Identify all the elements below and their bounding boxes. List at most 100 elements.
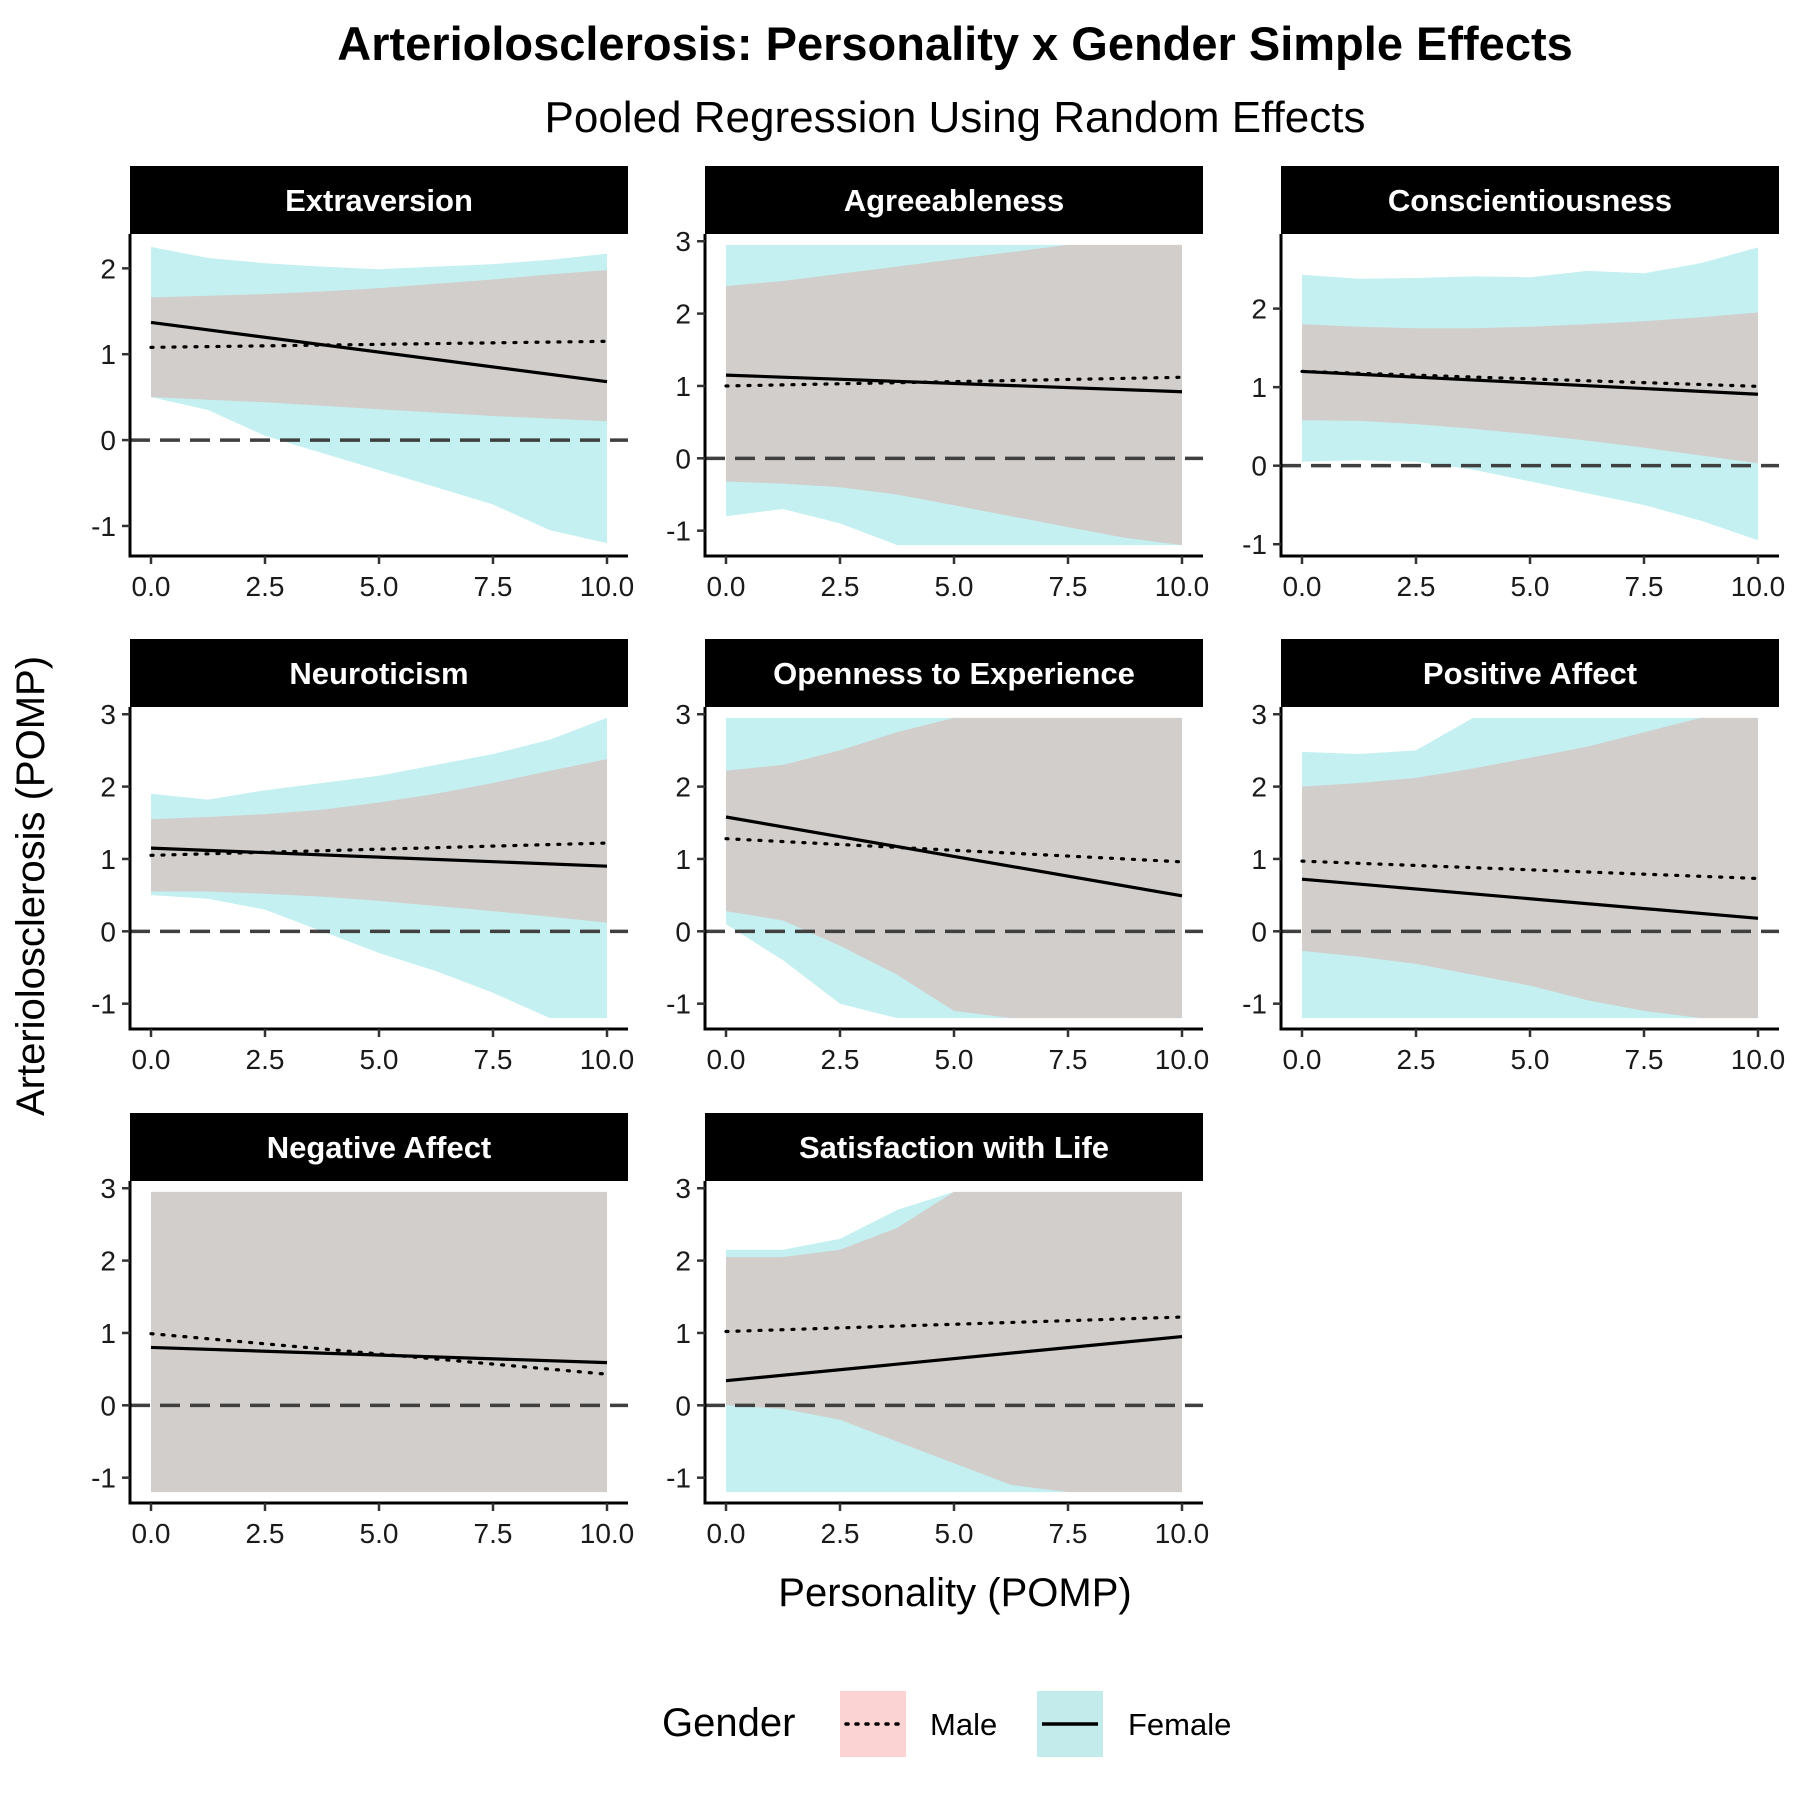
panel-extraversion: Extraversion -1 0 1 2 0.0 2.5 5.0 7.5 10.0	[91, 166, 634, 602]
strip-satisfaction-with-life	[705, 1113, 1203, 1181]
panel-neuroticism: Neuroticism -1 0 1 2 3 0.0 2.5 5.0 7.5 10.0	[91, 639, 634, 1075]
x-tick-label-neuroticism: 0.0	[132, 1044, 171, 1075]
y-tick-label-agreeableness: -1	[666, 516, 691, 547]
strip-neuroticism	[130, 639, 628, 707]
y-axis-title: Arteriolosclerosis (POMP)	[9, 656, 53, 1116]
strip-extraversion	[130, 166, 628, 234]
male-line-extraversion	[149, 339, 609, 349]
chart-subtitle: Pooled Regression Using Random Effects	[545, 93, 1366, 142]
male-ci-band-conscientiousness	[1302, 312, 1758, 464]
male-ci-band-extraversion	[151, 270, 607, 422]
y-tick-label-positive-affect: 3	[1251, 699, 1267, 730]
strip-openness-to-experience	[705, 639, 1203, 707]
y-tick-label-openness-to-experience: 1	[675, 844, 691, 875]
x-tick-label-negative-affect: 2.5	[246, 1518, 285, 1549]
x-tick-label-satisfaction-with-life: 2.5	[821, 1518, 860, 1549]
y-tick-label-extraversion: -1	[91, 511, 116, 542]
y-tick-label-negative-affect: 2	[100, 1246, 116, 1277]
x-axis-title: Personality (POMP)	[778, 1571, 1131, 1615]
y-tick-label-openness-to-experience: -1	[666, 989, 691, 1020]
x-tick-label-agreeableness: 0.0	[707, 571, 746, 602]
x-tick-label-extraversion: 10.0	[580, 571, 635, 602]
y-tick-label-extraversion: 2	[100, 253, 116, 284]
y-tick-label-extraversion: 1	[100, 339, 116, 370]
strip-label-neuroticism: Neuroticism	[289, 656, 468, 691]
female-line-openness-to-experience	[725, 815, 1183, 898]
y-tick-label-neuroticism: -1	[91, 989, 116, 1020]
female-ci-band-extraversion	[151, 246, 607, 544]
female-line-positive-affect	[1301, 877, 1759, 920]
legend: Gender Male Female	[662, 1691, 1231, 1757]
x-tick-label-extraversion: 0.0	[132, 571, 171, 602]
panel-openness-to-experience: Openness to Experience -1 0 1 2 3 0.0 2.5 5.0 7.5…	[666, 639, 1209, 1075]
female-line-neuroticism	[150, 846, 608, 868]
male-line-neuroticism	[149, 841, 609, 857]
male-line-satisfaction-with-life	[724, 1315, 1184, 1334]
x-tick-label-openness-to-experience: 7.5	[1049, 1044, 1088, 1075]
y-tick-label-negative-affect: -1	[91, 1463, 116, 1494]
x-tick-label-negative-affect: 5.0	[360, 1518, 399, 1549]
y-tick-label-agreeableness: 1	[675, 371, 691, 402]
x-tick-label-negative-affect: 0.0	[132, 1518, 171, 1549]
x-tick-label-agreeableness: 5.0	[935, 571, 974, 602]
x-tick-label-satisfaction-with-life: 10.0	[1155, 1518, 1210, 1549]
y-tick-label-positive-affect: 2	[1251, 772, 1267, 803]
strip-label-agreeableness: Agreeableness	[844, 183, 1065, 218]
female-ci-band-satisfaction-with-life	[726, 1191, 1182, 1493]
panel-satisfaction-with-life: Satisfaction with Life -1 0 1 2 3 0.0 2.5 5.0 7.5…	[666, 1113, 1209, 1549]
female-line-negative-affect	[150, 1345, 608, 1365]
strip-label-positive-affect: Positive Affect	[1423, 656, 1637, 691]
y-tick-label-satisfaction-with-life: 0	[675, 1390, 691, 1421]
panel-conscientiousness: Conscientiousness -1 0 1 2 0.0 2.5 5.0 7.5 10.0	[1242, 166, 1785, 602]
y-tick-label-negative-affect: 0	[100, 1390, 116, 1421]
y-tick-label-neuroticism: 1	[100, 844, 116, 875]
female-line-satisfaction-with-life	[725, 1334, 1183, 1383]
strip-label-satisfaction-with-life: Satisfaction with Life	[799, 1130, 1109, 1165]
y-tick-label-satisfaction-with-life: -1	[666, 1463, 691, 1494]
female-line-extraversion	[150, 320, 608, 384]
y-tick-label-conscientiousness: 1	[1251, 372, 1267, 403]
x-tick-label-openness-to-experience: 5.0	[935, 1044, 974, 1075]
y-tick-label-neuroticism: 2	[100, 772, 116, 803]
y-tick-label-extraversion: 0	[100, 425, 116, 456]
x-tick-label-conscientiousness: 2.5	[1397, 571, 1436, 602]
strip-negative-affect	[130, 1113, 628, 1181]
male-line-agreeableness	[724, 375, 1184, 388]
x-tick-label-neuroticism: 2.5	[246, 1044, 285, 1075]
x-tick-label-positive-affect: 0.0	[1283, 1044, 1322, 1075]
x-tick-label-extraversion: 5.0	[360, 571, 399, 602]
x-tick-label-extraversion: 7.5	[474, 571, 513, 602]
x-tick-label-neuroticism: 7.5	[474, 1044, 513, 1075]
y-tick-label-openness-to-experience: 3	[675, 699, 691, 730]
legend-title: Gender	[662, 1701, 795, 1745]
male-line-positive-affect	[1300, 859, 1760, 881]
x-tick-label-negative-affect: 10.0	[580, 1518, 635, 1549]
x-tick-label-openness-to-experience: 10.0	[1155, 1044, 1210, 1075]
x-tick-label-positive-affect: 10.0	[1731, 1044, 1786, 1075]
panel-negative-affect: Negative Affect -1 0 1 2 3 0.0 2.5 5.0 7.5 10.0	[91, 1113, 634, 1549]
x-tick-label-conscientiousness: 5.0	[1511, 571, 1550, 602]
female-ci-band-positive-affect	[1302, 717, 1758, 1019]
strip-positive-affect	[1281, 639, 1779, 707]
x-tick-label-agreeableness: 2.5	[821, 571, 860, 602]
x-tick-label-openness-to-experience: 2.5	[821, 1044, 860, 1075]
x-tick-label-positive-affect: 5.0	[1511, 1044, 1550, 1075]
female-ci-band-agreeableness	[726, 244, 1182, 546]
panel-agreeableness: Agreeableness -1 0 1 2 3 0.0 2.5 5.0 7.5 10.0	[666, 166, 1209, 602]
x-tick-label-conscientiousness: 0.0	[1283, 571, 1322, 602]
male-ci-band-agreeableness	[726, 244, 1182, 546]
legend-label-male: Male	[930, 1707, 997, 1742]
y-tick-label-agreeableness: 0	[675, 443, 691, 474]
female-ci-band-neuroticism	[151, 717, 607, 1019]
y-tick-label-negative-affect: 1	[100, 1318, 116, 1349]
x-tick-label-extraversion: 2.5	[246, 571, 285, 602]
x-tick-label-agreeableness: 10.0	[1155, 571, 1210, 602]
panel-positive-affect: Positive Affect -1 0 1 2 3 0.0 2.5 5.0 7.5 10.0	[1242, 639, 1785, 1075]
female-line-agreeableness	[725, 373, 1183, 394]
chart-title: Arteriolosclerosis: Personality x Gender…	[337, 17, 1573, 70]
x-tick-label-neuroticism: 10.0	[580, 1044, 635, 1075]
x-tick-label-conscientiousness: 7.5	[1625, 571, 1664, 602]
y-tick-label-satisfaction-with-life: 2	[675, 1246, 691, 1277]
